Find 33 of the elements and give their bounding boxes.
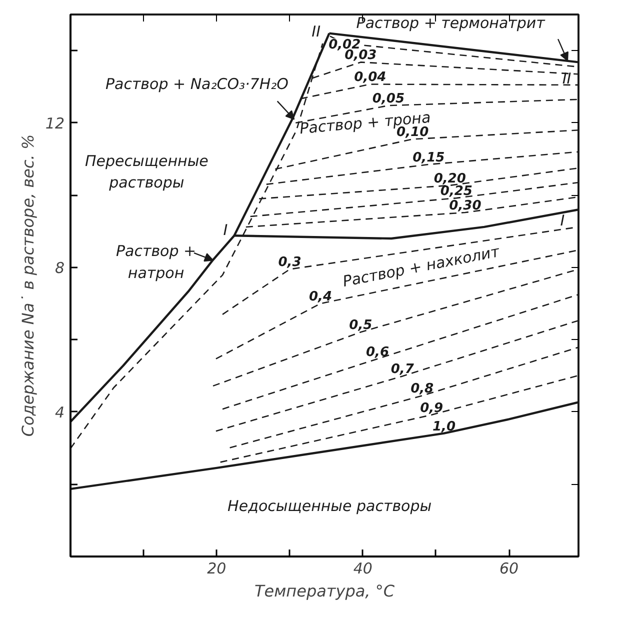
y-axis-title: Содержание Na˙ в растворе, вес. % [18,134,38,437]
annotation: Раствор + Na₂CO₃·7H₂O [105,75,289,94]
annotation: Раствор + нахколит [341,242,502,291]
series-label: 0,7 [390,362,415,378]
series-label: 0,8 [410,382,434,397]
series-label: 0,04 [354,70,386,86]
annotation: Пересыщенные растворы [85,152,208,192]
x-tick-label: 20 [207,560,226,578]
x-tick-label: 60 [500,560,519,578]
series-label: 1,0 [432,419,456,434]
annotation: II [312,22,322,40]
annotation: I [560,211,566,230]
series-label: 0,3 [278,255,302,270]
series-label: 0,15 [412,150,445,166]
annotation: Раствор + натрон [116,242,196,282]
series-label: 0,4 [308,290,332,305]
series-label: 0,5 [349,318,372,334]
x-tick-label: 40 [353,560,372,578]
series-label: 0,25 [440,184,472,200]
series-label: 0,6 [366,344,390,360]
series-label: 0,03 [344,48,377,64]
y-tick-label: 8 [54,258,65,277]
series-label: 0,20 [434,171,466,186]
series-label: 0,05 [372,92,404,107]
series-label: 0,30 [449,198,482,214]
y-tick-label: 4 [54,403,65,422]
annotation: I [223,221,228,240]
annotation: Раствор + термонатрит [356,14,546,32]
x-axis-title: Температура, °C [254,582,396,600]
series-label: 0,9 [420,400,444,416]
annotation: II [562,69,572,88]
y-tick-label: 12 [45,114,65,132]
annotation: Недосыщенные растворы [228,497,432,516]
